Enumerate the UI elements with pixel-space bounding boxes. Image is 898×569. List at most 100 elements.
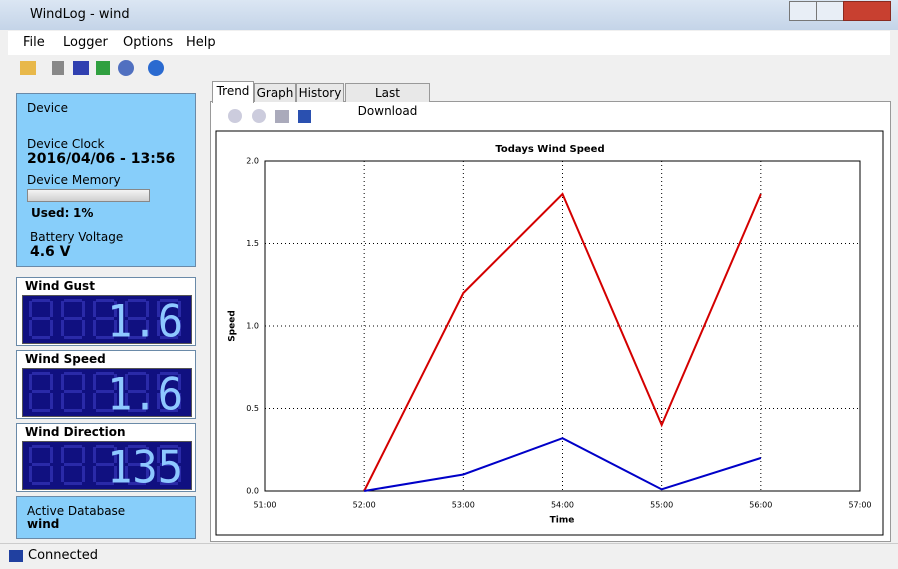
- lcd-ghost: [29, 445, 181, 485]
- tab[interactable]: History: [296, 83, 344, 102]
- zoom-in-button[interactable]: [228, 109, 242, 123]
- print-button[interactable]: [275, 110, 289, 123]
- memory-bar: [27, 189, 150, 202]
- help-button[interactable]: [148, 60, 164, 76]
- lcd-segment: [128, 482, 146, 485]
- label: Device Clock: [27, 137, 105, 151]
- lcd-segment: [128, 409, 146, 412]
- lcd-segment: [160, 482, 178, 485]
- lcd-segment: [29, 301, 32, 317]
- x-tick-label: 54:00: [551, 501, 574, 510]
- lcd-ghost: [29, 372, 181, 412]
- series-line: [364, 437, 762, 492]
- chart-frame: [215, 130, 884, 536]
- menu-item[interactable]: File: [23, 35, 45, 50]
- tab[interactable]: Last Download: [345, 83, 430, 118]
- lcd: 1.6: [22, 368, 192, 421]
- lcd-segment: [160, 336, 178, 339]
- lcd-segment: [29, 393, 32, 409]
- lcd-segment: [178, 466, 181, 482]
- lcd-segment: [160, 445, 178, 448]
- database-panel: Active Database wind: [16, 496, 196, 539]
- status-icon: [9, 550, 23, 562]
- lcd-segment: [64, 445, 82, 448]
- lcd-segment: [128, 372, 146, 375]
- lcd-segment: [32, 317, 50, 320]
- lcd-segment: [114, 301, 117, 317]
- lcd-segment: [178, 447, 181, 463]
- lcd-segment: [157, 447, 160, 463]
- lcd-segment: [82, 393, 85, 409]
- lcd-segment: [114, 320, 117, 336]
- tab[interactable]: Trend: [212, 81, 254, 103]
- lcd-segment: [157, 466, 160, 482]
- logger-button[interactable]: [73, 61, 89, 75]
- lcd-segment: [29, 374, 32, 390]
- lcd-segment: [32, 336, 50, 339]
- x-tick-label: 52:00: [353, 501, 376, 510]
- close-button[interactable]: [843, 1, 891, 21]
- lcd-segment: [128, 390, 146, 393]
- lcd: 1.6: [22, 295, 192, 348]
- lcd-segment: [50, 374, 53, 390]
- lcd-segment: [29, 466, 32, 482]
- x-tick-label: 51:00: [253, 501, 276, 510]
- display-panel: Wind Direction 135: [16, 423, 196, 493]
- y-axis-label: Speed: [228, 310, 238, 342]
- lcd-segment: [114, 447, 117, 463]
- lcd-segment: [64, 463, 82, 466]
- database-name: wind: [27, 517, 60, 531]
- disconnect-button[interactable]: [52, 61, 64, 75]
- toolbar: [8, 57, 890, 81]
- lcd-segment: [146, 393, 149, 409]
- tab[interactable]: Graph: [254, 83, 296, 102]
- x-tick-label: 55:00: [650, 501, 673, 510]
- label: Wind Direction: [25, 425, 126, 439]
- label: Active Database: [27, 504, 126, 518]
- menu-item[interactable]: Options: [123, 35, 174, 50]
- lcd-value: 1.6: [107, 295, 183, 348]
- lcd-segment: [32, 372, 50, 375]
- lcd-segment: [50, 320, 53, 336]
- lcd-segment: [96, 372, 114, 375]
- lcd-segment: [61, 301, 64, 317]
- lcd-segment: [93, 466, 96, 482]
- zoom-out-button[interactable]: [252, 109, 266, 123]
- label: Battery Voltage: [30, 230, 124, 244]
- lcd-segment: [64, 372, 82, 375]
- y-tick-label: 0.0: [246, 487, 259, 496]
- lcd-segment: [32, 482, 50, 485]
- lcd-segment: [93, 320, 96, 336]
- label: Wind Gust: [25, 279, 95, 293]
- lcd-segment: [160, 463, 178, 466]
- settings-button[interactable]: [118, 60, 134, 76]
- menu-item[interactable]: Help: [186, 35, 216, 50]
- lcd-ghost: [29, 299, 181, 339]
- lcd-segment: [178, 374, 181, 390]
- memory-used: 1%: [73, 206, 94, 220]
- save-button[interactable]: [298, 110, 311, 123]
- lcd-value: 1.6: [107, 368, 183, 421]
- lcd-segment: [125, 301, 128, 317]
- lcd-segment: [96, 299, 114, 302]
- menu-item[interactable]: Logger: [63, 35, 108, 50]
- lcd-segment: [64, 409, 82, 412]
- lcd-segment: [128, 317, 146, 320]
- lcd-segment: [61, 374, 64, 390]
- open-button[interactable]: [20, 61, 36, 75]
- download-button[interactable]: [96, 61, 110, 75]
- lcd-segment: [157, 374, 160, 390]
- lcd-segment: [96, 317, 114, 320]
- lcd-segment: [146, 374, 149, 390]
- lcd-segment: [128, 445, 146, 448]
- lcd-segment: [29, 447, 32, 463]
- lcd-segment: [96, 390, 114, 393]
- menu-bar: File Logger Options Help: [8, 31, 890, 55]
- x-axis-label: Time: [550, 516, 575, 526]
- lcd-segment: [61, 466, 64, 482]
- lcd-segment: [146, 447, 149, 463]
- lcd-segment: [64, 299, 82, 302]
- label: Device Memory: [27, 173, 121, 187]
- lcd-segment: [50, 447, 53, 463]
- x-tick-label: 57:00: [848, 501, 871, 510]
